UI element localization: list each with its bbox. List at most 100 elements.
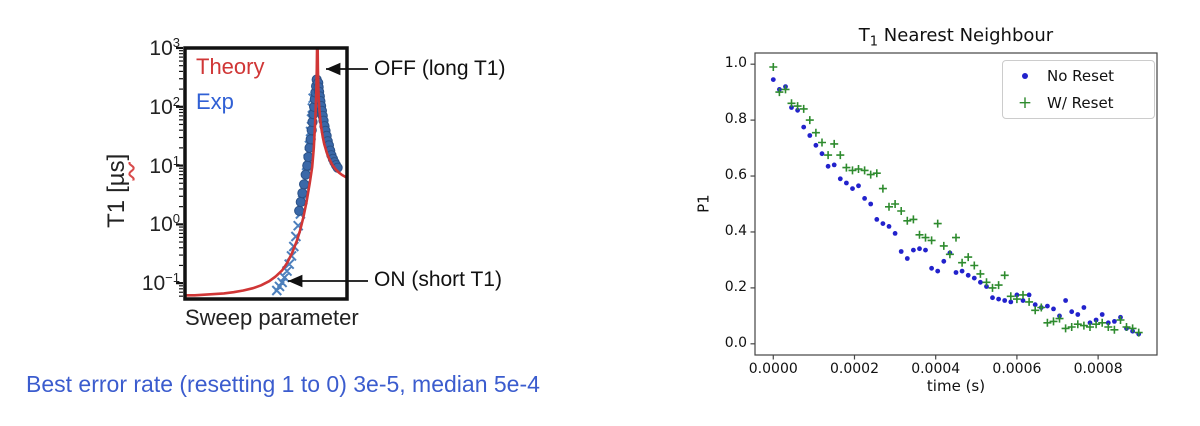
legend-marker-cell xyxy=(1003,72,1047,79)
no-reset-point xyxy=(801,124,807,130)
no-reset-point xyxy=(1032,302,1038,308)
no-reset-point xyxy=(923,247,928,253)
legend-marker-cell: + xyxy=(1003,92,1047,113)
no-reset-point xyxy=(898,249,904,254)
legend-label-w-reset: W/ Reset xyxy=(1047,94,1114,113)
no-reset-point xyxy=(1099,312,1105,317)
no-reset-point xyxy=(965,272,971,278)
exp-circle-marker xyxy=(295,196,306,208)
no-reset-point xyxy=(1051,306,1056,312)
no-reset-point xyxy=(1087,320,1093,326)
left-axes-frame xyxy=(183,46,349,301)
left-y-tick-label: 10−1 xyxy=(141,270,180,296)
left-y-tick-label: 100 xyxy=(149,211,180,237)
exp-circle-marker xyxy=(297,188,308,199)
no-reset-point xyxy=(1069,309,1075,315)
no-reset-point xyxy=(813,142,819,148)
theory-series-label: Theory xyxy=(196,54,265,79)
no-reset-point xyxy=(1105,320,1111,326)
no-reset-point xyxy=(789,105,794,110)
no-reset-point xyxy=(996,296,1001,302)
w-reset-plus-icon: + xyxy=(1017,92,1033,113)
exp-circle-marker xyxy=(294,205,305,216)
exp-circle-marker xyxy=(302,160,313,171)
no-reset-point xyxy=(904,256,910,261)
exp-series-label: Exp xyxy=(196,89,234,114)
exp-circle-marker xyxy=(299,179,310,190)
left-x-axis-label: Sweep parameter xyxy=(185,305,359,330)
no-reset-point xyxy=(862,196,867,201)
right-y-tick-label: 0.2 xyxy=(724,278,747,295)
caption-error-rate: Best error rate (resetting 1 to 0) 3e-5,… xyxy=(26,371,540,397)
no-reset-point xyxy=(880,221,886,227)
no-reset-point xyxy=(935,268,941,274)
right-y-tick-label: 0.8 xyxy=(724,111,747,128)
no-reset-point xyxy=(1008,299,1014,305)
right-x-tick-label: 0.0006 xyxy=(992,361,1042,377)
no-reset-point xyxy=(825,163,831,169)
right-chart xyxy=(750,52,1158,360)
right-y-tick-label: 0.4 xyxy=(724,222,747,239)
no-reset-point xyxy=(917,246,922,252)
no-reset-point xyxy=(1081,305,1087,310)
no-reset-point xyxy=(819,151,825,157)
no-reset-point xyxy=(984,284,989,289)
right-title-subscript: 1 xyxy=(869,34,879,50)
no-reset-point xyxy=(868,201,874,207)
right-y-tick-label: 0.6 xyxy=(724,167,747,184)
left-y-axis-label: T1[µs] xyxy=(103,121,131,261)
no-reset-dot-icon xyxy=(1022,72,1028,79)
legend-row-no-reset: No Reset xyxy=(1003,63,1154,89)
left-y-tick-label: 103 xyxy=(149,35,180,60)
legend-label-no-reset: No Reset xyxy=(1047,66,1115,85)
no-reset-point xyxy=(850,186,855,192)
no-reset-point xyxy=(911,247,916,253)
no-reset-point xyxy=(795,107,800,113)
annotation-off-long-t1: OFF (long T1) xyxy=(374,57,506,80)
right-x-tick-label: 0.0008 xyxy=(1073,361,1123,377)
right-chart-title: T1 Nearest Neighbour xyxy=(755,25,1157,51)
left-y-tick-label: 101 xyxy=(149,152,180,178)
no-reset-point xyxy=(844,180,849,186)
right-y-tick-label: 0.0 xyxy=(724,334,747,351)
no-reset-point xyxy=(856,183,861,189)
no-reset-point xyxy=(886,224,892,229)
theory-curve xyxy=(185,48,347,297)
no-reset-point xyxy=(971,275,977,281)
left-chart xyxy=(176,46,368,301)
no-reset-point xyxy=(874,217,880,222)
right-y-tick-label: 1.0 xyxy=(724,55,747,72)
no-reset-point xyxy=(831,162,837,168)
no-reset-point xyxy=(1014,292,1020,298)
no-reset-point xyxy=(1020,298,1026,303)
no-reset-point xyxy=(1026,292,1032,298)
no-reset-point xyxy=(1063,298,1068,303)
no-reset-point xyxy=(1093,317,1099,323)
left-y-tick-label: 102 xyxy=(149,93,180,119)
right-x-axis-label: time (s) xyxy=(926,377,986,395)
no-reset-point xyxy=(807,133,813,138)
right-x-tick-label: 0.0000 xyxy=(748,361,798,377)
no-reset-point xyxy=(978,279,983,285)
no-reset-point xyxy=(837,176,843,182)
annotation-on-short-t1: ON (short T1) xyxy=(374,268,502,291)
right-axes-frame xyxy=(754,52,1158,356)
w-reset-plus-markers xyxy=(769,63,1143,337)
legend-row-w-reset: + W/ Reset xyxy=(1003,90,1154,116)
no-reset-point xyxy=(929,265,934,271)
right-title-prefix: T xyxy=(858,25,870,46)
no-reset-point xyxy=(1045,303,1050,309)
no-reset-point xyxy=(1002,298,1008,303)
no-reset-point xyxy=(1075,312,1081,317)
exp-circle-marker xyxy=(300,169,311,180)
no-reset-point xyxy=(1112,319,1117,324)
no-reset-point xyxy=(953,270,959,275)
right-x-tick-label: 0.0004 xyxy=(911,361,961,377)
no-reset-point xyxy=(941,258,947,264)
no-reset-point xyxy=(892,231,898,236)
no-reset-point xyxy=(990,295,995,301)
legend-box: No Reset + W/ Reset xyxy=(1002,60,1155,119)
right-x-tick-label: 0.0002 xyxy=(829,361,879,377)
